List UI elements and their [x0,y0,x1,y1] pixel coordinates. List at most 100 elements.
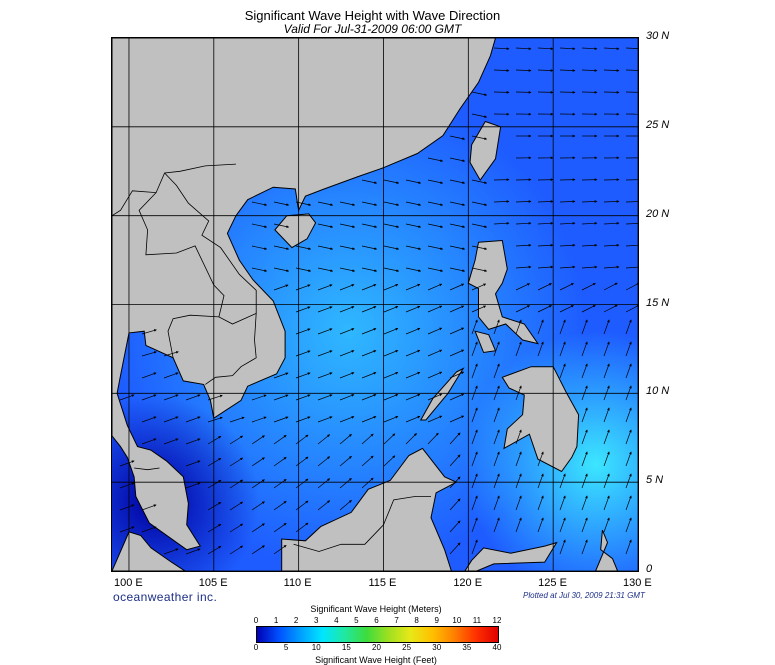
meters-tick: 7 [394,616,399,625]
wave-direction-arrow [141,394,157,401]
wave-direction-arrow [625,282,638,291]
wave-direction-arrow [383,327,399,335]
wave-direction-arrow [603,407,610,423]
wave-direction-arrow [361,306,377,313]
lat-label: 5 N [646,474,664,487]
wave-direction-arrow [537,517,544,533]
feet-tick: 30 [432,643,442,652]
wave-direction-arrow [603,495,610,511]
wave-direction-arrow [273,501,287,511]
wave-direction-arrow [515,200,532,203]
wave-direction-arrow [581,451,588,467]
wave-direction-arrow [493,47,510,51]
wave-direction-arrow [207,501,222,511]
wave-direction-arrow [515,283,531,291]
country-border [293,495,431,552]
wave-direction-arrow [383,305,399,313]
wave-direction-arrow [383,371,399,379]
wave-direction-arrow [207,394,223,401]
feet-tick: 25 [402,643,412,652]
wave-direction-arrow [317,416,333,423]
wave-direction-arrow [119,526,135,533]
lon-label: 130 E [623,577,652,589]
wave-direction-arrow [625,47,638,49]
oceanweather-logo: oceanweather inc. [113,590,218,604]
wave-direction-arrow [537,200,554,203]
luzon-island [467,239,540,345]
wave-direction-arrow [471,363,478,379]
wave-direction-arrow [141,351,157,357]
wave-direction-arrow [581,495,588,511]
wave-direction-arrow [383,283,399,291]
wave-direction-arrow [559,200,576,203]
wave-direction-arrow [537,341,544,357]
wave-direction-arrow [339,433,352,445]
wave-direction-arrow [119,504,135,511]
wave-direction-arrow [515,341,522,357]
wave-direction-arrow [493,473,500,489]
wave-direction-arrow [405,283,421,291]
wave-direction-arrow [625,201,638,203]
wave-direction-arrow [471,319,478,335]
wave-direction-arrow [471,179,488,184]
meters-tick: 3 [314,616,319,625]
meters-tick: 10 [452,616,462,625]
wave-direction-arrow [405,245,422,250]
country-border [138,192,225,317]
meters-tick: 0 [253,616,259,625]
wave-direction-arrow [273,523,287,533]
wave-direction-arrow [537,69,554,72]
wave-direction-arrow [603,243,620,247]
wave-direction-arrow [207,523,222,533]
wave-direction-arrow [427,432,439,445]
wave-direction-arrow [405,201,422,206]
wave-direction-arrow [427,157,444,162]
wave-direction-arrow [163,351,179,357]
wave-direction-arrow [537,47,554,51]
wave-direction-arrow [163,372,179,379]
wave-direction-arrow [625,539,632,555]
wave-direction-arrow [471,473,478,489]
wave-direction-arrow [515,265,532,269]
wave-direction-arrow [603,429,610,445]
wave-direction-arrow [229,435,244,445]
wave-direction-arrow [449,223,466,228]
wave-direction-arrow [383,415,399,423]
wave-direction-arrow [449,305,465,313]
wave-direction-arrow [185,416,201,423]
wave-direction-arrow [119,460,135,467]
wave-direction-arrow [515,319,522,335]
wave-direction-arrow [515,243,532,247]
wave-direction-arrow [405,327,421,335]
lon-label: 105 E [198,577,228,589]
wave-direction-arrow [625,341,632,357]
wave-direction-arrow [163,548,179,555]
wave-direction-arrow [449,542,461,555]
wave-direction-arrow [185,460,201,467]
lat-label: 0 [646,563,653,575]
feet-tick: 0 [253,643,259,652]
wave-direction-arrow [251,394,267,401]
wave-direction-arrow [515,473,522,489]
wave-direction-arrow [273,372,289,379]
lon-label: 115 E [368,577,397,589]
wave-direction-arrow [185,482,201,489]
wave-direction-arrow [405,223,422,228]
wave-direction-arrow [339,267,356,272]
wave-direction-arrow [537,319,544,335]
wave-direction-arrow [317,328,333,335]
lon-label: 125 E [538,577,567,589]
wave-direction-arrow [273,435,287,445]
wave-direction-arrow [449,135,466,140]
sulawesi-north [464,541,558,571]
wave-direction-arrow [603,341,610,357]
wave-direction-arrow [383,201,400,206]
chart-title: Significant Wave Height with Wave Direct… [244,8,501,23]
wave-direction-arrow [339,394,355,401]
wave-direction-arrow [317,201,334,206]
wave-direction-arrow [251,416,267,423]
valid-time-subtitle: Valid For Jul-31-2009 06:00 GMT [283,22,462,36]
wave-direction-arrow [471,517,478,533]
wave-direction-arrow [251,201,268,206]
wave-direction-arrow [427,179,444,184]
